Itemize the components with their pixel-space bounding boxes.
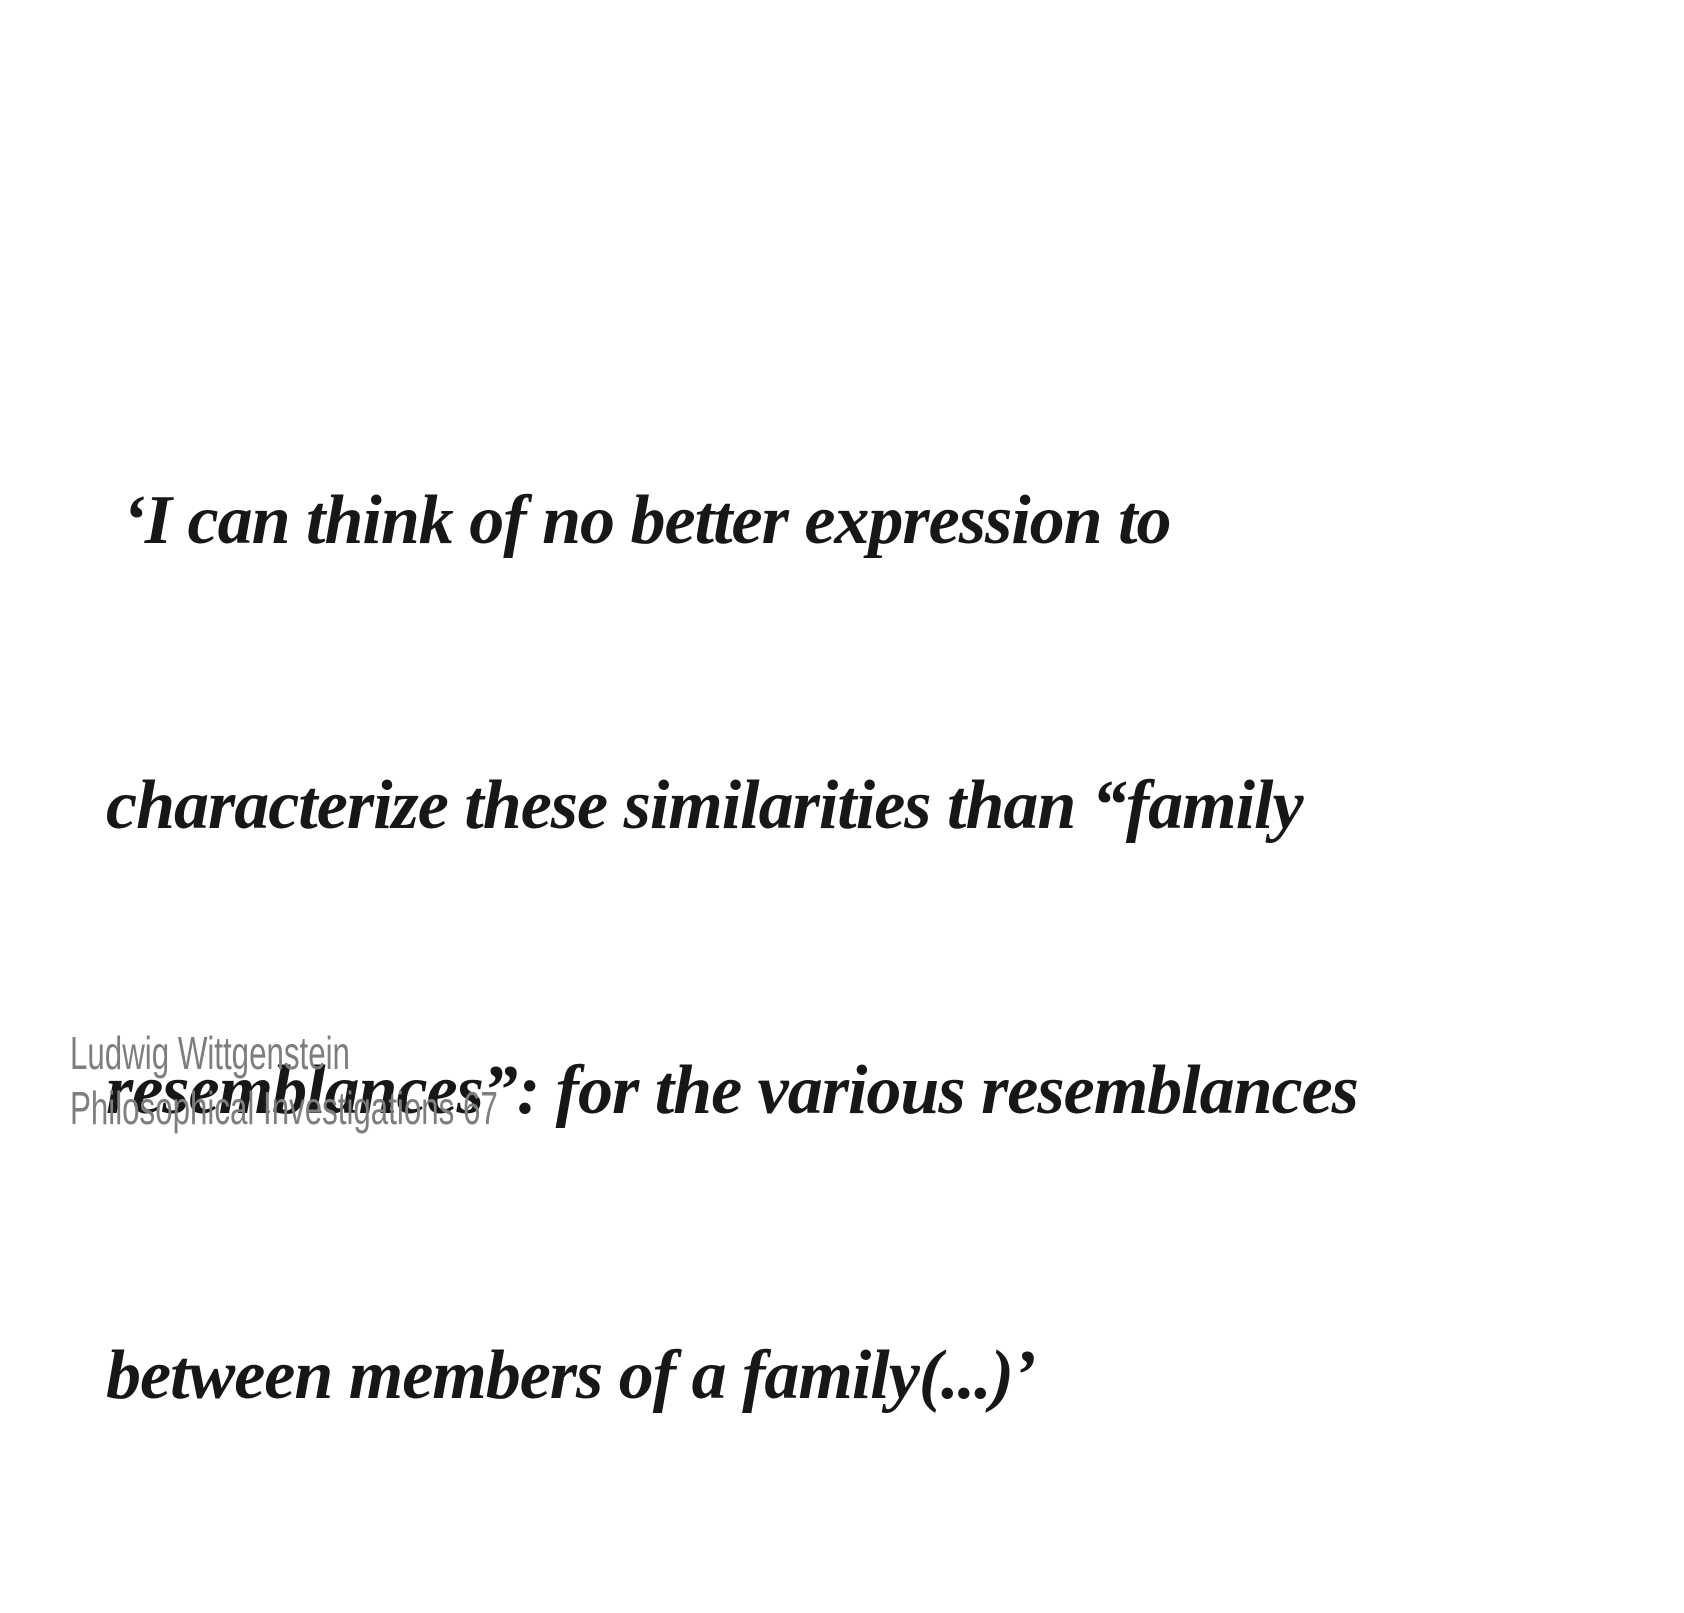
quote-line: between members of a family(...)’ xyxy=(106,1337,1036,1414)
attribution-author: Ludwig Wittgenstein xyxy=(70,1027,350,1079)
slide: ‘I can think of no better expression to … xyxy=(70,482,1359,1414)
attribution: Ludwig Wittgenstein Philosophical Invest… xyxy=(70,1026,498,1136)
attribution-source: Philosophical Investigations 67 xyxy=(70,1082,498,1134)
quote-block: ‘I can think of no better expression to … xyxy=(106,283,1556,1613)
quote-line: resemblances”: for the various resemblan… xyxy=(106,1052,1359,1129)
quote-line: characterize these similarities than “fa… xyxy=(106,767,1304,844)
quote-line: ‘I can think of no better expression to xyxy=(106,482,1172,559)
